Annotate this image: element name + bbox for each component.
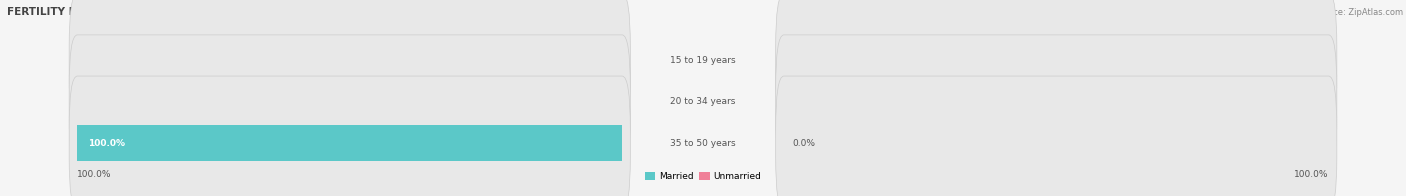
Text: Source: ZipAtlas.com: Source: ZipAtlas.com [1315, 8, 1403, 17]
Text: FERTILITY BY AGE BY MARRIAGE STATUS IN ZIP CODE 12926: FERTILITY BY AGE BY MARRIAGE STATUS IN Z… [7, 7, 357, 17]
FancyBboxPatch shape [776, 76, 1337, 196]
Text: 0.0%: 0.0% [792, 139, 815, 148]
Text: 100.0%: 100.0% [1294, 170, 1329, 179]
Text: 0.0%: 0.0% [792, 56, 815, 65]
FancyBboxPatch shape [173, 35, 630, 169]
Text: 100.0%: 100.0% [77, 170, 112, 179]
Text: 35 to 50 years: 35 to 50 years [671, 139, 735, 148]
FancyBboxPatch shape [69, 35, 630, 169]
Text: 15 to 19 years: 15 to 19 years [671, 56, 735, 65]
FancyBboxPatch shape [776, 0, 1337, 128]
Text: 0.0%: 0.0% [583, 56, 606, 65]
FancyBboxPatch shape [776, 35, 896, 169]
FancyBboxPatch shape [69, 76, 630, 196]
Text: 81.0%: 81.0% [191, 97, 222, 106]
Text: 20 to 34 years: 20 to 34 years [671, 97, 735, 106]
Legend: Married, Unmarried: Married, Unmarried [641, 169, 765, 185]
FancyBboxPatch shape [69, 0, 630, 128]
FancyBboxPatch shape [69, 76, 630, 196]
Text: 19.1%: 19.1% [896, 97, 925, 106]
FancyBboxPatch shape [776, 35, 1337, 169]
Text: 100.0%: 100.0% [89, 139, 125, 148]
